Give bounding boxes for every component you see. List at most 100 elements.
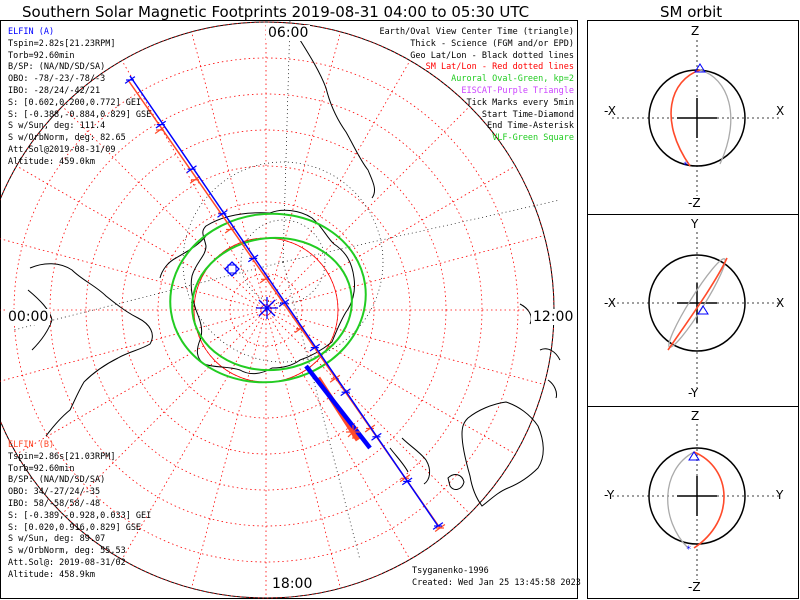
- elfin-b-line: S w/OrbNorm, deg: 55.53: [8, 546, 126, 557]
- sm-longitude-line: [16, 165, 267, 311]
- elfin-a-line: S: [-0.388,-0.884,0.829] GSE: [8, 109, 152, 120]
- legend-item: SM Lat/Lon - Red dotted lines: [425, 62, 574, 73]
- sm-longitude-line: [265, 309, 341, 589]
- elfin-b-line: Att.Sol@: 2019-08-31/02: [8, 557, 126, 568]
- elfin-b-line: Altitude: 458.9km: [8, 569, 95, 580]
- elfin-a-line: Tspin=2.82s[21.23RPM]: [8, 38, 116, 49]
- south-america-coastline: [27, 263, 153, 437]
- legend-item: End Time-Asterisk: [487, 121, 574, 132]
- legend: Earth/Oval View Center Time (triangle) T…: [380, 27, 574, 145]
- sm-longitude-line: [62, 106, 267, 311]
- elfin-a-line: B/SP: (NA/ND/SD/SA): [8, 62, 106, 73]
- elfin-a-line: S: [0.602,0.200,0.772] GEI: [8, 97, 142, 108]
- sm-longitude-line: [191, 31, 267, 311]
- legend-item: Tick Marks every 5min: [466, 97, 574, 108]
- elfin-a-line: Att.Sol@2019-08-31/09: [8, 144, 116, 155]
- elfin-a-info: ELFIN (A) Tspin=2.82s[21.23RPM] Torb=92.…: [8, 27, 151, 169]
- elfin-a-line: Altitude: 459.0km: [8, 156, 95, 167]
- indian-ocean-islands: [519, 303, 561, 399]
- elfin-a-line: S w/OrbNorm, deg: 82.65: [8, 133, 126, 144]
- elfin-b-line: IBO: 58/-58/58/-48: [8, 498, 101, 509]
- elfin-a-line: OBO: -78/-23/-78/-3: [8, 74, 106, 85]
- orbit2-left-label: -X: [604, 296, 616, 310]
- start-time-diamond: [224, 261, 240, 277]
- orbit1-bottom-label: -Z: [688, 196, 701, 210]
- australia-coastline: [461, 401, 544, 507]
- orbit-title: SM orbit: [660, 3, 723, 21]
- elfin-a-line: S w/Sun, deg: 111.4: [8, 121, 106, 132]
- orbit2-bottom-label: -Y: [688, 386, 699, 400]
- map-frame: [0, 20, 578, 599]
- mlt-label-top: 06:00: [266, 25, 311, 41]
- legend-item: Earth/Oval View Center Time (triangle): [379, 27, 574, 37]
- sm-longitude-line: [0, 238, 267, 311]
- elfin-b-line: B/SP: (NA/ND/SD/SA): [8, 475, 106, 486]
- sm-longitude-line: [62, 309, 267, 514]
- antarctic-peninsula: [159, 235, 207, 279]
- sm-longitude-line: [265, 106, 470, 311]
- sm-longitude-lines: [0, 22, 554, 598]
- orbit1-top-label: Z: [691, 24, 700, 38]
- orbit-panel-xz: *: [612, 40, 782, 196]
- sm-longitude-line: [0, 309, 267, 382]
- mlt-label-left: 00:00: [6, 309, 51, 325]
- sm-longitude-line: [191, 309, 267, 589]
- elfin-b-end-asterisk: [346, 425, 360, 439]
- elfin-b-info: ELFIN (B) Tspin=2.86s[21.03RPM] Torb=92.…: [8, 440, 151, 582]
- mlt-label-bottom: 18:00: [270, 576, 315, 592]
- auroral-oval: [169, 212, 367, 384]
- orbit1-right-label: X: [776, 104, 785, 118]
- legend-item: Geo Lat/Lon - Black dotted lines: [410, 50, 574, 61]
- elfin-b-line: Tspin=2.86s[21.03RPM]: [8, 451, 116, 462]
- elfin-a-line: Torb=92.60min: [8, 50, 75, 61]
- orbit2-right-label: X: [776, 296, 785, 310]
- orbit1-left-label: -X: [604, 104, 616, 118]
- legend-item: Thick - Science (FGM and/or EPD): [410, 38, 574, 49]
- orbit2-top-label: Y: [691, 217, 699, 231]
- sm-longitude-line: [121, 309, 267, 560]
- sm-longitude-line: [121, 60, 267, 311]
- sm-longitude-line: [265, 31, 341, 311]
- orbit3-top-label: Z: [691, 409, 700, 423]
- model-credit: Tsyganenko-1996: [412, 566, 489, 576]
- geo-grid: [13, 19, 561, 561]
- legend-item: Start Time-Diamond: [481, 109, 574, 120]
- sm-longitude-line: [265, 60, 411, 311]
- created-timestamp: Created: Wed Jan 25 13:45:58 2023: [412, 578, 581, 588]
- orbit3-left-label: -Y: [604, 488, 615, 502]
- elfin-a-line: IBO: -28/24/-42/21: [8, 85, 101, 96]
- svg-text:*: *: [686, 545, 691, 555]
- sm-longitude-line: [265, 235, 545, 311]
- orbit3-bottom-label: -Z: [688, 580, 701, 594]
- elfin-b-line: Torb=92.60min: [8, 463, 75, 474]
- elfin-b-line: S: [-0.389,-0.928,0.033] GEI: [8, 510, 152, 521]
- africa-coastline: [299, 39, 375, 199]
- new-zealand-coastline: [389, 437, 431, 485]
- tasmania-coastline: [447, 474, 465, 490]
- elfin-a-science-segment: [304, 364, 372, 450]
- elfin-b-line: S w/Sun, deg: 89.07: [8, 534, 106, 545]
- antarctica-coastline: [190, 209, 355, 375]
- orbit-panel-xy: [612, 232, 782, 388]
- elfin-a-name: ELFIN (A): [8, 27, 55, 37]
- elfin-a-track: [124, 75, 444, 530]
- svg-text:*: *: [683, 161, 688, 171]
- legend-item: VLF-Green Square: [492, 133, 574, 144]
- elfin-b-line: OBO: 34/-27/24/-35: [8, 487, 101, 498]
- legend-item: EISCAT-Purple Triangle: [461, 85, 574, 96]
- mlt-label-right: 12:00: [531, 309, 576, 325]
- sm-longitude-line: [16, 309, 267, 455]
- orbit-panel-yz: *: [612, 424, 782, 580]
- sm-longitude-line: [265, 309, 470, 514]
- orbit-frame: [587, 20, 799, 599]
- orbit3-right-label: Y: [776, 488, 784, 502]
- legend-item: Auroral Oval-Green, kp=2: [451, 74, 574, 85]
- elfin-b-name: ELFIN (B): [8, 440, 55, 450]
- map-title: Southern Solar Magnetic Footprints 2019-…: [22, 3, 530, 21]
- sm-longitude-line: [265, 165, 516, 311]
- sm-longitude-line: [265, 309, 545, 385]
- view-center-asterisk: [256, 297, 278, 319]
- sm-longitude-line: [265, 309, 411, 560]
- sm-longitude-line: [265, 309, 516, 455]
